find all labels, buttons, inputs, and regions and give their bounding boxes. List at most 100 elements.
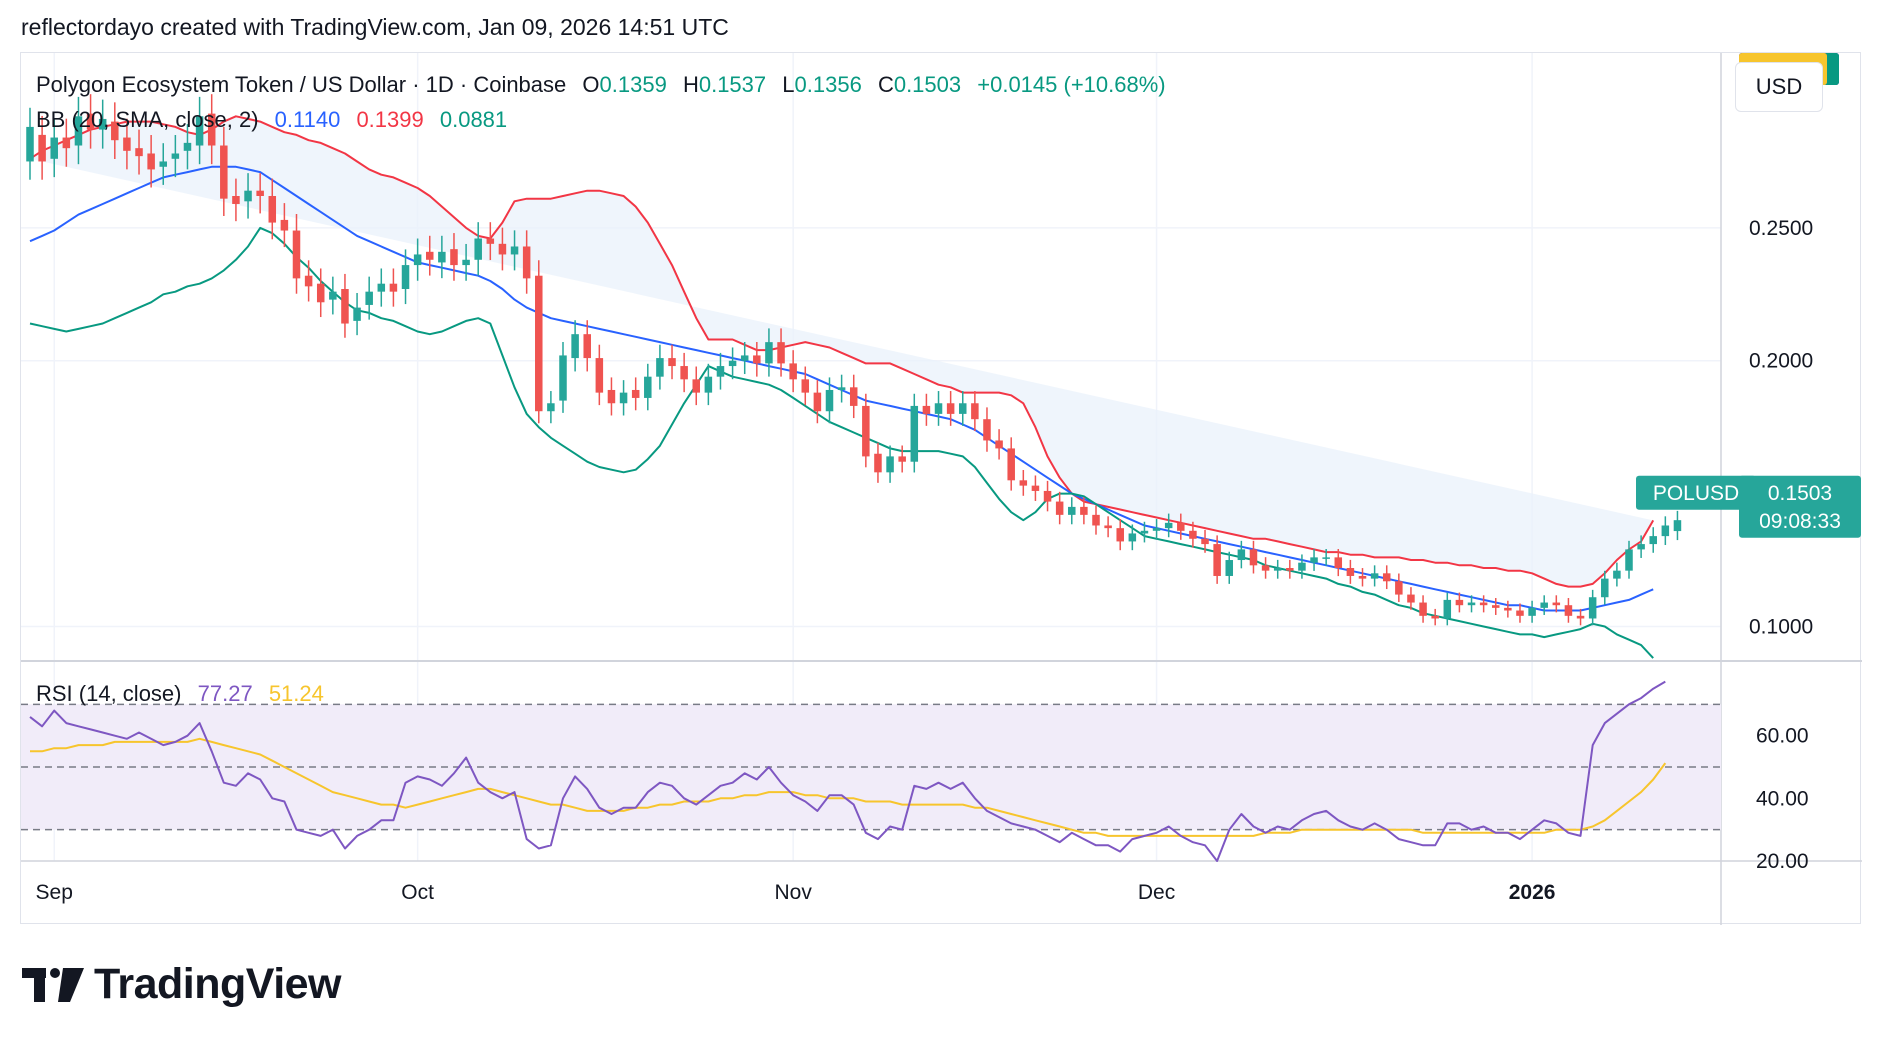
candle-body bbox=[789, 363, 797, 380]
candle-body bbox=[680, 366, 688, 380]
candle-body bbox=[837, 387, 846, 390]
candle-body bbox=[1104, 525, 1112, 529]
candle-body bbox=[98, 118, 107, 130]
candle-body bbox=[1443, 599, 1452, 619]
candle-body bbox=[559, 355, 567, 401]
candle-body bbox=[1116, 528, 1124, 542]
time-tick-label: Oct bbox=[401, 881, 434, 904]
candle-body bbox=[1286, 568, 1294, 571]
currency-selector[interactable]: USD bbox=[1735, 62, 1823, 112]
candle-body bbox=[1237, 549, 1246, 561]
candle-body bbox=[644, 376, 652, 398]
candle-body bbox=[934, 403, 943, 414]
candle-body bbox=[958, 403, 967, 414]
high-label: H bbox=[682, 72, 699, 97]
candle-body bbox=[535, 275, 543, 412]
tradingview-logo[interactable]: TradingView bbox=[22, 960, 342, 1009]
rsi-ma-value: 51.24 bbox=[268, 681, 324, 706]
candle-body bbox=[692, 379, 701, 393]
candle-body bbox=[874, 453, 882, 473]
bb-upper-line bbox=[29, 115, 1655, 588]
rsi-value: 77.27 bbox=[197, 681, 253, 706]
chart-container[interactable]: 0.1000 0.2000 0.2500 20.00 40.00 60.00 Sep Oct N… bbox=[20, 52, 1862, 925]
candle-body bbox=[268, 196, 277, 223]
rsi-tick-label: 40.00 bbox=[1756, 787, 1809, 810]
candle-body bbox=[728, 360, 737, 367]
candle-body bbox=[244, 190, 252, 202]
symbol-badge-bg bbox=[1636, 475, 1756, 510]
candle-body bbox=[220, 145, 228, 199]
bb-label: BB (20, SMA, close, 2) bbox=[36, 107, 259, 132]
candle-body bbox=[656, 358, 664, 377]
candle-body bbox=[1201, 538, 1209, 545]
candle-body bbox=[813, 392, 822, 412]
candle-body bbox=[38, 134, 46, 162]
candle-body bbox=[910, 405, 919, 462]
candle-body bbox=[825, 389, 834, 412]
candle-body bbox=[1637, 544, 1645, 550]
candle-body bbox=[1588, 597, 1597, 619]
candle-body bbox=[1564, 605, 1573, 616]
candle-body bbox=[607, 389, 616, 404]
candle-body bbox=[1273, 568, 1282, 571]
candle-body bbox=[1419, 602, 1427, 616]
main-legend: Polygon Ecosystem Token / US Dollar · 1D… bbox=[36, 72, 1170, 98]
candle-body bbox=[147, 153, 155, 170]
candle-body bbox=[450, 249, 458, 266]
candle-body bbox=[26, 126, 34, 162]
candle-body bbox=[595, 358, 604, 393]
candle-body bbox=[207, 113, 216, 146]
candle-body bbox=[1298, 562, 1306, 571]
candle-body bbox=[765, 342, 773, 364]
candle-body bbox=[1092, 514, 1100, 526]
candle-body bbox=[171, 153, 180, 159]
candle-body bbox=[1540, 602, 1548, 608]
rsi-legend: RSI (14, close) 77.27 51.24 bbox=[36, 681, 328, 707]
chart-canvas[interactable]: 0.1000 0.2000 0.2500 20.00 40.00 60.00 Sep Oct N… bbox=[21, 53, 1862, 925]
candle-body bbox=[474, 238, 482, 260]
tradingview-wordmark: TradingView bbox=[94, 960, 342, 1008]
low-label: L bbox=[782, 72, 795, 97]
candle-body bbox=[401, 265, 410, 289]
rsi-ma-line bbox=[30, 737, 1667, 837]
candle-body bbox=[195, 116, 204, 146]
candle-body bbox=[341, 289, 349, 324]
candle-body bbox=[1370, 573, 1379, 579]
candle-body bbox=[862, 405, 870, 457]
candle-body bbox=[135, 148, 143, 157]
time-tick-label: Nov bbox=[774, 881, 812, 904]
candle-body bbox=[1068, 506, 1076, 515]
candle-body bbox=[316, 283, 325, 303]
candle-body bbox=[983, 419, 991, 441]
bb-band-fill bbox=[30, 116, 1654, 587]
bb-basis-value: 0.1140 bbox=[274, 107, 341, 132]
candle-body bbox=[547, 403, 555, 412]
candle-body bbox=[1395, 581, 1403, 595]
countdown-badge: 09:08:33 bbox=[1759, 510, 1841, 533]
candle-body bbox=[377, 283, 386, 292]
candle-body bbox=[1455, 599, 1464, 606]
candle-body bbox=[1625, 549, 1633, 571]
candle-body bbox=[413, 254, 422, 266]
candle-body bbox=[1140, 530, 1149, 534]
candle-body bbox=[1479, 602, 1488, 606]
candle-body bbox=[1431, 615, 1439, 619]
candle-body bbox=[1673, 520, 1682, 532]
candle-body bbox=[1055, 501, 1064, 515]
candle-body bbox=[1310, 557, 1318, 563]
candle-body bbox=[292, 230, 301, 279]
candle-body bbox=[462, 259, 470, 266]
change-value: +0.0145 (+10.68%) bbox=[977, 72, 1166, 97]
candle-body bbox=[1504, 607, 1512, 611]
candle-body bbox=[353, 307, 361, 321]
last-price-badge: 0.1503 bbox=[1768, 482, 1832, 505]
candle-body bbox=[438, 251, 446, 263]
low-value: 0.1356 bbox=[794, 72, 862, 97]
candle-body bbox=[304, 275, 313, 287]
rsi-label: RSI (14, close) bbox=[36, 681, 182, 706]
candle-body bbox=[365, 291, 373, 305]
close-label: C bbox=[877, 72, 894, 97]
candle-body bbox=[1552, 602, 1561, 606]
close-value: 0.1503 bbox=[893, 72, 962, 97]
candle-body bbox=[631, 389, 640, 398]
